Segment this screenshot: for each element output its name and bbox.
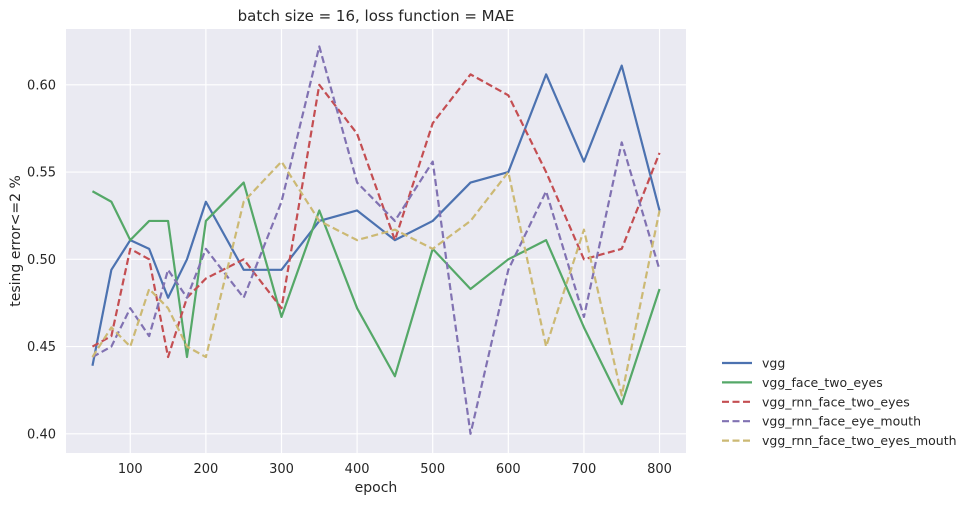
legend: vgg vgg_face_two_eyes vgg_rnn_face_two_eye… — [722, 356, 957, 448]
x-tick-label: 400 — [345, 462, 370, 477]
chart-title: batch size = 16, loss function = MAE — [238, 7, 515, 25]
legend-label: vgg — [762, 356, 785, 371]
y-tick-label: 0.50 — [27, 253, 56, 268]
y-axis-label: tesing error<=2 % — [8, 175, 24, 307]
x-tick-label: 300 — [269, 462, 294, 477]
legend-label: vgg_rnn_face_two_eyes_mouth — [762, 433, 957, 448]
y-tick-label: 0.40 — [27, 427, 56, 442]
x-tick-label: 200 — [193, 462, 218, 477]
plot-background — [66, 29, 686, 453]
series-lines — [91, 45, 661, 435]
legend-label: vgg_face_two_eyes — [762, 375, 883, 390]
legend-label: vgg_rnn_face_two_eyes — [762, 394, 910, 409]
x-tick-label: 100 — [118, 462, 143, 477]
y-tick-label: 0.45 — [27, 340, 56, 355]
y-tick-label: 0.55 — [27, 166, 56, 181]
x-tick-label: 800 — [647, 462, 672, 477]
y-tick-label: 0.60 — [27, 78, 56, 93]
x-axis-label: epoch — [355, 480, 398, 496]
x-tick-labels: 100 200 300 400 500 600 700 800 — [118, 462, 672, 477]
legend-label: vgg_rnn_face_eye_mouth — [762, 414, 921, 429]
x-tick-label: 600 — [496, 462, 521, 477]
x-tick-label: 700 — [572, 462, 597, 477]
grid-lines — [66, 29, 686, 453]
y-tick-labels: 0.40 0.45 0.50 0.55 0.60 — [27, 78, 56, 442]
x-tick-label: 500 — [420, 462, 445, 477]
